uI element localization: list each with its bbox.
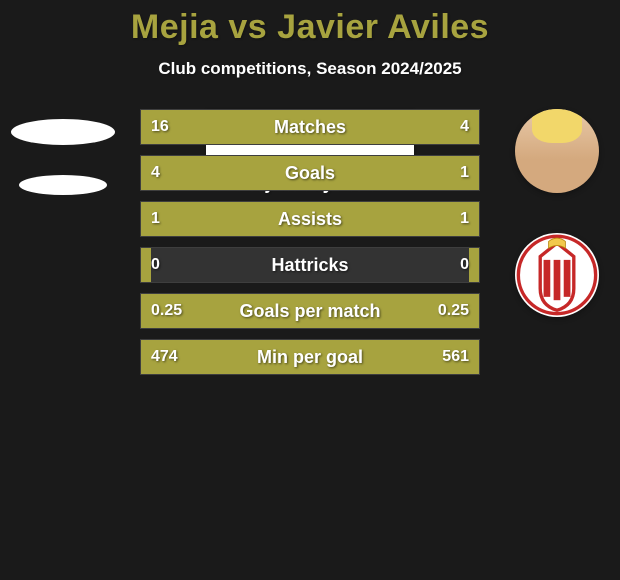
stat-value-left: 0 [151,248,160,282]
stat-fill-left [141,340,296,374]
left-player-column [8,109,118,225]
stat-fill-left [141,294,310,328]
stat-fill-right [411,110,479,144]
comparison-infographic: Mejia vs Javier Aviles Club competitions… [0,0,620,580]
stat-row: Goals41 [140,155,480,191]
stat-row: Matches164 [140,109,480,145]
left-player-avatar-placeholder [11,119,115,145]
stat-fill-left [141,110,411,144]
stat-fill-left [141,202,310,236]
stat-fill-right [469,248,479,282]
stat-fill-right [296,340,479,374]
stat-fill-right [310,202,479,236]
stat-row: Min per goal474561 [140,339,480,375]
right-player-club-crest [515,233,599,317]
stat-value-right: 0 [460,248,469,282]
stat-row: Goals per match0.250.25 [140,293,480,329]
left-player-club-placeholder [19,175,107,195]
stat-fill-right [310,294,479,328]
stat-label: Hattricks [141,248,479,282]
stat-fill-left [141,156,411,190]
stats-bars: Matches164 Goals41 Assists11 Hattricks0 0 Goa… [140,109,480,385]
stat-row: Assists11 [140,201,480,237]
right-player-avatar [515,109,599,193]
subtitle: Club competitions, Season 2024/2025 [0,59,620,79]
stat-fill-left [141,248,151,282]
page-title: Mejia vs Javier Aviles [0,0,620,47]
stat-fill-right [411,156,479,190]
crest-icon [515,233,599,317]
stat-row: Hattricks0 0 [140,247,480,283]
right-player-column [502,109,612,357]
